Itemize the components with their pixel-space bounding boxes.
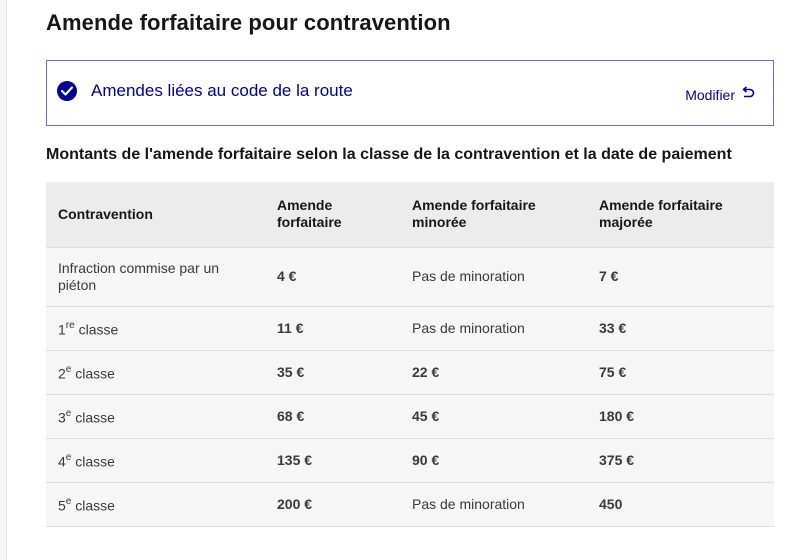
row-label-rest: classe [71, 365, 115, 382]
row-label-sup: e [65, 495, 72, 507]
majoree-cell: 7 € [599, 268, 619, 284]
minoree-cell: 45 € [412, 407, 440, 424]
table-row: 3e classe 68 € 45 € 180 € [46, 394, 774, 438]
fines-table: Contravention Amende forfaitaire Amende … [46, 182, 774, 527]
amende-cell: 200 € [277, 495, 313, 512]
row-label-sup: e [65, 363, 72, 375]
majoree-cell: 450 [599, 495, 623, 512]
table-row: 1re classe 11 € Pas de minoration 33 € [46, 306, 774, 350]
selection-label: Amendes liées au code de la route [91, 81, 353, 100]
row-label: Infraction commise par un piéton [46, 247, 265, 306]
table-row: 5e classe 200 € Pas de minoration 450 [46, 482, 774, 526]
row-label: 1re classe [46, 306, 265, 350]
column-header: Amende forfaitaire minorée [400, 182, 587, 247]
row-label-text: Infraction commise par un piéton [58, 259, 220, 293]
selection-box: Amendes liées au code de la route Modifi… [46, 60, 774, 126]
minoree-cell: 22 € [412, 363, 440, 380]
page-content: Amende forfaitaire pour contravention Am… [6, 0, 809, 560]
minoree-cell: Pas de minoration [412, 319, 525, 336]
row-label-rest: classe [71, 453, 115, 470]
row-label: 4e classe [46, 438, 265, 482]
undo-arrow-icon [741, 86, 755, 103]
table-row: Infraction commise par un piéton 4 € Pas… [46, 247, 774, 306]
row-label-sup: re [65, 319, 75, 331]
column-header: Amende forfaitaire majorée [587, 182, 774, 247]
minoree-cell: Pas de minoration [412, 495, 525, 512]
amende-cell: 68 € [277, 407, 305, 424]
modify-label: Modifier [685, 86, 735, 103]
row-label-rest: classe [71, 497, 115, 514]
row-label: 2e classe [46, 350, 265, 394]
row-label: 5e classe [46, 482, 265, 526]
row-label-rest: classe [74, 321, 119, 338]
row-label-num: 5 [58, 497, 66, 514]
amende-cell: 135 € [277, 451, 313, 468]
amende-cell: 4 € [277, 268, 297, 284]
minoree-cell: 90 € [412, 451, 440, 468]
row-label-num: 1 [58, 321, 66, 338]
table-caption: Montants de l'amende forfaitaire selon l… [46, 146, 732, 163]
row-label-rest: classe [71, 409, 115, 426]
majoree-cell: 75 € [599, 363, 627, 380]
column-header: Amende forfaitaire [265, 182, 400, 247]
header-text: Amende forfaitaire minorée [412, 197, 536, 231]
amende-cell: 11 € [277, 319, 304, 336]
majoree-cell: 33 € [599, 319, 627, 336]
majoree-cell: 180 € [599, 407, 635, 424]
row-label-sup: e [65, 451, 72, 463]
header-text: Amende forfaitaire majorée [599, 197, 723, 231]
table-row: 4e classe 135 € 90 € 375 € [46, 438, 774, 482]
majoree-cell: 375 € [599, 451, 635, 468]
header-text: Amende forfaitaire [277, 197, 342, 231]
row-label-num: 4 [58, 453, 66, 470]
row-label-num: 2 [58, 365, 66, 382]
check-circle-icon [57, 81, 77, 101]
minoree-cell: Pas de minoration [412, 268, 525, 284]
row-label-sup: e [65, 407, 72, 419]
table-row: 2e classe 35 € 22 € 75 € [46, 350, 774, 394]
column-header: Contravention [58, 205, 153, 222]
row-label: 3e classe [46, 394, 265, 438]
page-title: Amende forfaitaire pour contravention [46, 10, 451, 35]
table-header-row: Contravention Amende forfaitaire Amende … [46, 182, 774, 247]
modify-button[interactable]: Modifier [685, 86, 755, 103]
row-label-num: 3 [58, 409, 66, 426]
amende-cell: 35 € [277, 363, 305, 380]
